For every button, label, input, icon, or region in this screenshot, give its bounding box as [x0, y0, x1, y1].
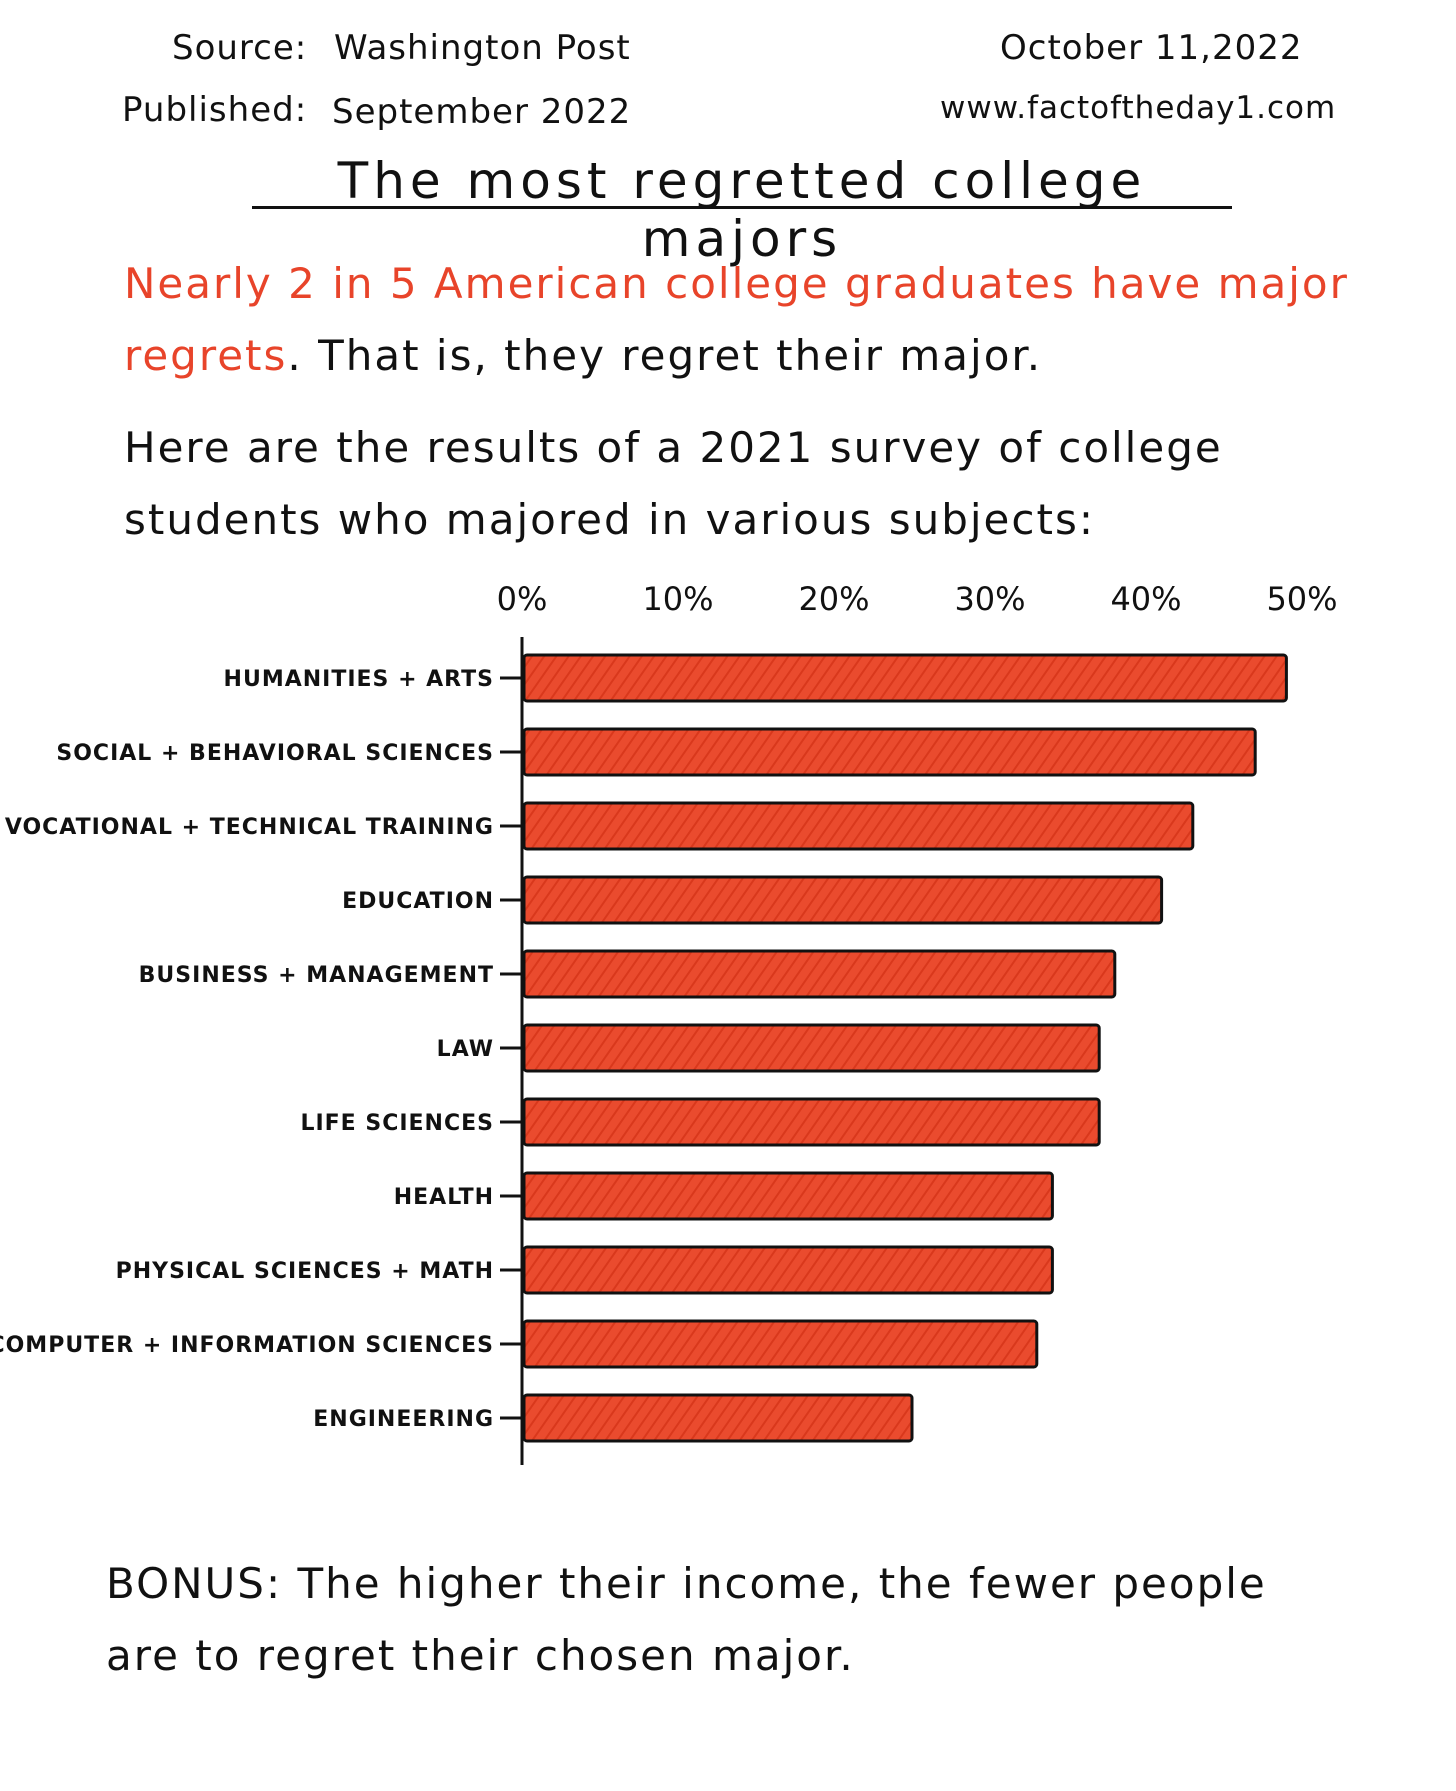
- bonus-note: BONUS: The higher their income, the fewe…: [106, 1559, 1267, 1680]
- category-labels: HUMANITIES + ARTS SOCIAL + BEHAVIORAL SCI…: [0, 667, 522, 1432]
- x-tick-label: 30%: [954, 580, 1025, 618]
- category-label: HUMANITIES + ARTS: [224, 667, 494, 692]
- bar: [522, 1023, 1101, 1073]
- title-underline: [252, 206, 1232, 209]
- bar-chart: 0% 10% 20% 30% 40% 50% HUMANITIES + ARTS SOCIA…: [0, 580, 1338, 1465]
- post-date: October 11,2022: [1000, 28, 1303, 68]
- category-label: VOCATIONAL + TECHNICAL TRAINING: [5, 815, 494, 840]
- intro-highlight: Nearly 2 in 5 American college graduates…: [124, 259, 1349, 380]
- category-label: EDUCATION: [342, 889, 494, 914]
- category-label: LIFE SCIENCES: [300, 1111, 494, 1136]
- bar: [522, 727, 1257, 777]
- intro-rest: . That is, they regret their major.: [287, 331, 1043, 380]
- x-axis-ticks: 0% 10% 20% 30% 40% 50%: [497, 580, 1338, 618]
- bar: [522, 1171, 1054, 1221]
- source-value: Washington Post: [334, 28, 631, 68]
- bar: [522, 1319, 1039, 1369]
- bar: [522, 875, 1164, 925]
- bar: [522, 801, 1195, 851]
- bars-group: [522, 653, 1288, 1443]
- bar: [522, 653, 1288, 703]
- category-label: HEALTH: [394, 1185, 494, 1210]
- x-tick-label: 10%: [642, 580, 713, 618]
- source-label: Source:: [172, 28, 308, 68]
- bar: [522, 1245, 1054, 1295]
- intro-paragraph: Nearly 2 in 5 American college graduates…: [124, 248, 1354, 392]
- x-tick-label: 20%: [798, 580, 869, 618]
- lead-paragraph: Here are the results of a 2021 survey of…: [124, 423, 1223, 544]
- x-tick-label: 40%: [1110, 580, 1181, 618]
- bar: [522, 1097, 1101, 1147]
- bar: [522, 949, 1117, 999]
- category-label: BUSINESS + MANAGEMENT: [139, 963, 494, 988]
- category-label: SOCIAL + BEHAVIORAL SCIENCES: [56, 741, 494, 766]
- bar: [522, 1393, 914, 1443]
- page-title: The most regretted college majors: [337, 152, 1147, 268]
- published-value: September 2022: [332, 92, 632, 132]
- published-label: Published:: [122, 90, 308, 130]
- x-tick-label: 50%: [1266, 580, 1337, 618]
- category-label: COMPUTER + INFORMATION SCIENCES: [0, 1333, 494, 1358]
- x-tick-label: 0%: [497, 580, 548, 618]
- category-label: ENGINEERING: [313, 1407, 494, 1432]
- category-label: PHYSICAL SCIENCES + MATH: [116, 1259, 494, 1284]
- category-label: LAW: [437, 1037, 494, 1062]
- website-url: www.factoftheday1.com: [940, 90, 1337, 126]
